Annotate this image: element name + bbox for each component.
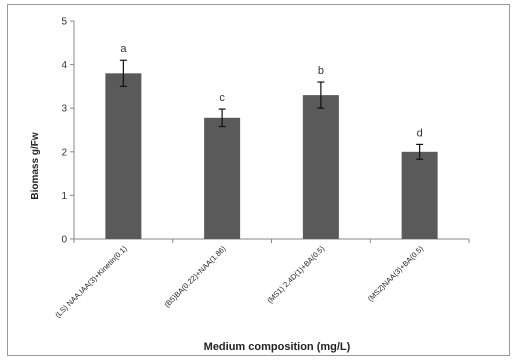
x-tick-label: (LS) NAA,IAA(3)+Kinetin(0.1) [53,244,129,320]
x-tick-label: (B5)BA(0.22)+NAA(1.86) [162,244,228,310]
bar [401,151,438,239]
bar [204,117,241,239]
y-axis-label: Biomass g/Fw [30,132,41,199]
y-tick-label: 1 [61,191,67,202]
y-tick-label: 0 [61,235,67,246]
bar [105,73,142,239]
y-tick-label: 4 [61,60,67,71]
x-tick-label: (MS1) 2,4D(1)+BA(0.5) [265,244,326,305]
x-tick-label: (MS2)NAA(3)+BA(0.5) [366,244,426,304]
significance-letter: b [318,65,324,77]
significance-letter: a [120,43,127,55]
significance-letter: c [219,92,225,104]
y-tick-label: 3 [61,104,67,115]
x-axis-label: Medium composition (mg/L) [204,341,351,353]
y-tick-label: 5 [61,17,67,28]
bar [302,95,339,240]
y-tick-label: 2 [61,147,67,158]
significance-letter: d [417,127,423,139]
